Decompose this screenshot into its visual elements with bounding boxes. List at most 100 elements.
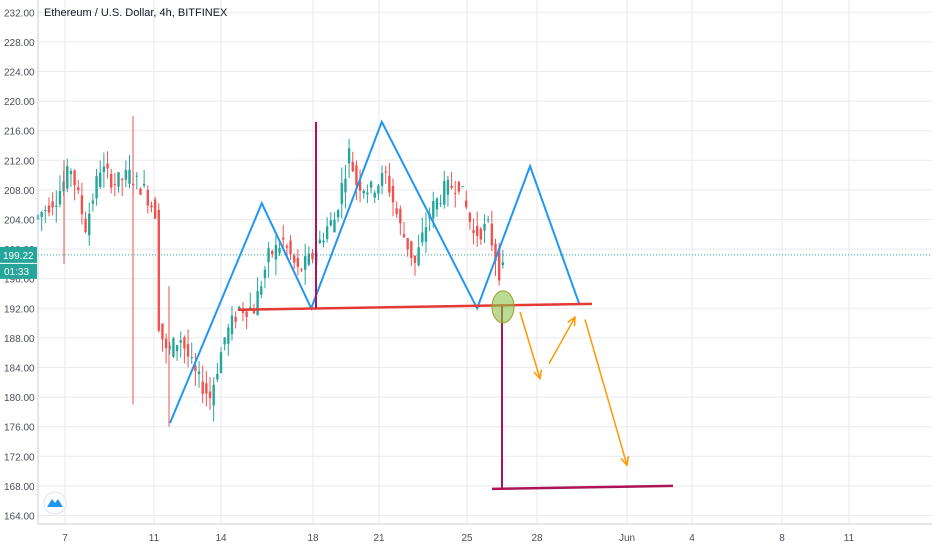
candle <box>102 152 106 188</box>
breakout-marker <box>491 290 515 324</box>
candle-body <box>139 188 142 195</box>
candle <box>245 310 248 330</box>
candle-body <box>124 170 128 180</box>
candle <box>296 249 300 276</box>
candle <box>153 196 157 219</box>
candle <box>406 238 409 257</box>
arrow-head <box>533 369 543 381</box>
candle-body <box>88 213 91 236</box>
candle-body <box>311 253 314 260</box>
candle-body <box>252 310 256 314</box>
candle-body <box>179 340 182 343</box>
candle <box>490 210 494 252</box>
candle <box>293 253 296 270</box>
candle-body <box>410 241 413 258</box>
candle-body <box>461 186 464 188</box>
candle-body <box>443 181 446 205</box>
timer-badge <box>0 263 37 279</box>
candle <box>186 329 190 368</box>
candle-body <box>497 248 501 281</box>
candle <box>347 138 351 178</box>
grid <box>38 0 932 524</box>
candle-body <box>435 198 439 210</box>
candle-body <box>318 239 322 244</box>
candle <box>333 212 336 233</box>
candle-body <box>366 192 369 195</box>
candle-body <box>245 311 248 318</box>
candle-body <box>494 243 497 262</box>
candle <box>391 178 395 217</box>
candle <box>457 181 461 195</box>
y-tick-label: 204.00 <box>4 216 35 227</box>
candle-body <box>168 346 171 349</box>
candle-body <box>216 373 219 380</box>
head-and-shoulders-line <box>169 119 581 424</box>
candle-body <box>490 223 494 246</box>
candle <box>55 190 58 223</box>
y-tick-label: 192.00 <box>4 304 35 315</box>
candle <box>454 180 457 208</box>
candle-body <box>289 240 292 255</box>
candle <box>388 163 391 197</box>
candle-body <box>113 184 117 186</box>
arrow-head <box>567 315 576 327</box>
y-tick-label: 208.00 <box>4 186 35 197</box>
chart-title: Ethereum / U.S. Dollar, 4h, BITFINEX <box>44 7 228 19</box>
neckline <box>237 302 593 312</box>
candle-body <box>212 384 215 406</box>
candle-body <box>465 200 468 208</box>
candle-body <box>454 192 457 194</box>
candle-body <box>260 286 263 295</box>
candle <box>223 337 226 351</box>
candle-body <box>501 262 505 266</box>
candle-body <box>47 205 51 213</box>
candle <box>472 218 475 245</box>
y-tick-label: 176.00 <box>4 423 35 434</box>
candle-body <box>146 190 149 206</box>
candle-body <box>377 185 380 194</box>
candle-body <box>293 255 296 263</box>
candle <box>179 331 182 358</box>
candle-body <box>391 185 395 203</box>
candle <box>336 208 340 223</box>
candle-body <box>238 307 241 309</box>
candle <box>300 267 303 273</box>
candle <box>135 171 139 190</box>
candle-body <box>421 232 424 243</box>
candle <box>51 192 54 216</box>
candle-body <box>476 225 479 237</box>
candle <box>322 232 325 248</box>
candle-body <box>55 205 58 207</box>
candle-body <box>110 174 113 188</box>
candle <box>157 203 160 333</box>
candle-body <box>201 381 204 394</box>
candle <box>88 202 91 246</box>
x-tick-label: 21 <box>373 533 385 544</box>
candle <box>249 292 252 311</box>
y-tick-label: 232.00 <box>4 8 35 19</box>
candle-body <box>153 199 157 219</box>
candle-body <box>413 255 417 263</box>
candle <box>77 179 80 195</box>
candle <box>399 205 402 236</box>
y-tick-label: 212.00 <box>4 156 35 167</box>
candle-body <box>340 183 343 205</box>
x-tick-label: 8 <box>779 533 785 544</box>
candle <box>311 248 314 264</box>
logo-mark <box>47 499 63 507</box>
candle-body <box>307 253 311 265</box>
candle <box>263 265 267 289</box>
candle <box>91 193 95 212</box>
candle-body <box>128 169 131 184</box>
candle-body <box>99 172 102 187</box>
candle <box>421 217 424 247</box>
candle-body <box>186 344 190 357</box>
candle-body <box>249 307 252 310</box>
candle-body <box>479 228 483 240</box>
candle-body <box>142 183 146 186</box>
candle <box>183 335 186 364</box>
timer-badge-label: 01:33 <box>4 267 29 278</box>
candle <box>417 234 420 267</box>
candle <box>468 211 472 230</box>
